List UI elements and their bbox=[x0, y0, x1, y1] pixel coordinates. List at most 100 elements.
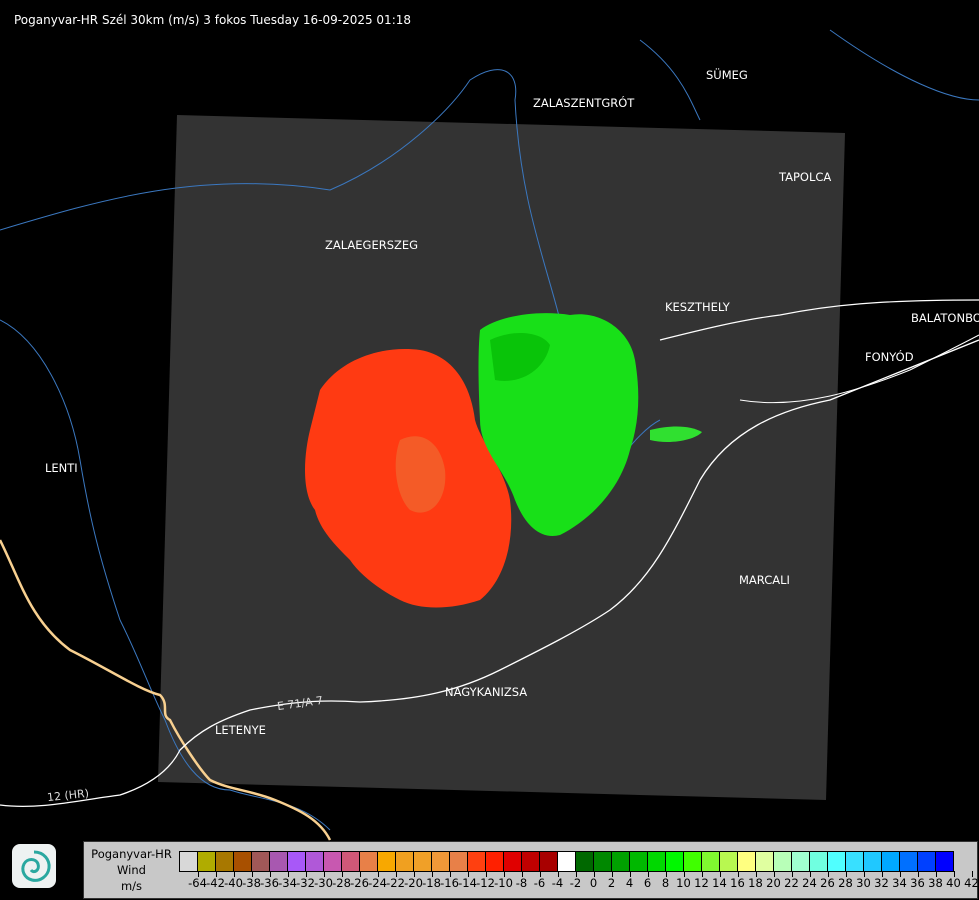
legend-tick bbox=[449, 871, 451, 877]
legend-label: 18 bbox=[748, 876, 763, 890]
legend-swatch bbox=[612, 852, 630, 871]
legend-label: 26 bbox=[820, 876, 835, 890]
legend-tick bbox=[881, 871, 883, 877]
legend-swatches bbox=[179, 851, 954, 872]
city-label: BALATONBO bbox=[911, 311, 979, 325]
legend-tick bbox=[431, 871, 433, 877]
legend-label: -64 bbox=[188, 876, 207, 890]
legend-product: Wind bbox=[117, 863, 146, 877]
legend-swatch bbox=[792, 852, 810, 871]
city-label: LENTI bbox=[45, 461, 78, 475]
legend-label: 6 bbox=[643, 876, 652, 890]
legend-tick bbox=[953, 871, 955, 877]
city-label: MARCALI bbox=[739, 573, 790, 587]
legend-label: 20 bbox=[766, 876, 781, 890]
river bbox=[639, 29, 979, 121]
legend-tick bbox=[413, 871, 415, 877]
legend-label: -6 bbox=[533, 876, 546, 890]
legend-tick bbox=[575, 871, 577, 877]
legend-label: 16 bbox=[730, 876, 745, 890]
legend-swatch bbox=[846, 852, 864, 871]
legend-tick bbox=[341, 871, 343, 877]
legend-tick bbox=[305, 871, 307, 877]
legend-tick bbox=[215, 871, 217, 877]
river bbox=[0, 319, 331, 831]
legend-swatch bbox=[882, 852, 900, 871]
legend-tick bbox=[629, 871, 631, 877]
legend-tick bbox=[809, 871, 811, 877]
legend-tick bbox=[233, 871, 235, 877]
city-label: KESZTHELY bbox=[665, 300, 730, 314]
legend-swatch bbox=[432, 852, 450, 871]
legend-label: 14 bbox=[712, 876, 727, 890]
legend-swatch bbox=[450, 852, 468, 871]
legend-label: 10 bbox=[676, 876, 691, 890]
radar-echo-approaching-core bbox=[395, 436, 446, 513]
legend-tick bbox=[539, 871, 541, 877]
legend-label: 42 bbox=[964, 876, 979, 890]
legend-swatch bbox=[486, 852, 504, 871]
legend-swatch bbox=[324, 852, 342, 871]
legend-tick bbox=[323, 871, 325, 877]
legend-swatch bbox=[306, 852, 324, 871]
legend-label: -22 bbox=[386, 876, 405, 890]
legend-swatch bbox=[342, 852, 360, 871]
legend-label: 40 bbox=[946, 876, 961, 890]
legend-tick bbox=[593, 871, 595, 877]
legend-label: -30 bbox=[314, 876, 333, 890]
legend-tick bbox=[917, 871, 919, 877]
legend-swatch bbox=[288, 852, 306, 871]
city-label: SÜMEG bbox=[706, 68, 748, 82]
legend-label: 34 bbox=[892, 876, 907, 890]
legend-label: -24 bbox=[368, 876, 387, 890]
legend-label: -4 bbox=[551, 876, 564, 890]
color-legend: Poganyvar-HR Wind m/s -64 -42 -40 -38 -36 -34… bbox=[83, 841, 979, 899]
legend-tick bbox=[701, 871, 703, 877]
legend-tick bbox=[557, 871, 559, 877]
legend-swatch bbox=[522, 852, 540, 871]
legend-tick bbox=[647, 871, 649, 877]
legend-swatch bbox=[558, 852, 576, 871]
legend-tick bbox=[755, 871, 757, 877]
legend-swatch bbox=[378, 852, 396, 871]
legend-label: -28 bbox=[332, 876, 351, 890]
legend-label: -34 bbox=[278, 876, 297, 890]
legend-label: 0 bbox=[589, 876, 598, 890]
legend-tick bbox=[827, 871, 829, 877]
legend-tick bbox=[377, 871, 379, 877]
city-label: LETENYE bbox=[215, 723, 266, 737]
legend-swatch bbox=[918, 852, 936, 871]
legend-unit: m/s bbox=[120, 879, 143, 893]
legend-swatch bbox=[360, 852, 378, 871]
legend-label: 2 bbox=[607, 876, 616, 890]
city-label: ZALASZENTGRÓT bbox=[533, 96, 635, 110]
legend-swatch bbox=[720, 852, 738, 871]
legend-swatch bbox=[864, 852, 882, 871]
legend-swatch bbox=[414, 852, 432, 871]
legend-tick bbox=[521, 871, 523, 877]
country-border bbox=[0, 539, 332, 841]
radar-logo bbox=[12, 844, 56, 888]
legend-swatch bbox=[684, 852, 702, 871]
legend-swatch bbox=[270, 852, 288, 871]
legend-tick bbox=[683, 871, 685, 877]
legend-swatch bbox=[504, 852, 522, 871]
legend-label: 24 bbox=[802, 876, 817, 890]
legend-tick bbox=[503, 871, 505, 877]
city-label: FONYÓD bbox=[865, 350, 914, 364]
legend-label: 4 bbox=[625, 876, 634, 890]
legend-swatch bbox=[702, 852, 720, 871]
legend-swatch bbox=[180, 852, 198, 871]
legend-tick bbox=[719, 871, 721, 877]
legend-label: -2 bbox=[569, 876, 582, 890]
legend-swatch bbox=[648, 852, 666, 871]
legend-tick bbox=[395, 871, 397, 877]
legend-label: 28 bbox=[838, 876, 853, 890]
map-title: Poganyvar-HR Szél 30km (m/s) 3 fokos Tue… bbox=[14, 13, 412, 27]
legend-swatch bbox=[198, 852, 216, 871]
legend-tick bbox=[737, 871, 739, 877]
legend-label: -12 bbox=[476, 876, 495, 890]
legend-tick bbox=[845, 871, 847, 877]
legend-swatch bbox=[468, 852, 486, 871]
legend-title: Poganyvar-HR Wind m/s bbox=[84, 846, 179, 894]
